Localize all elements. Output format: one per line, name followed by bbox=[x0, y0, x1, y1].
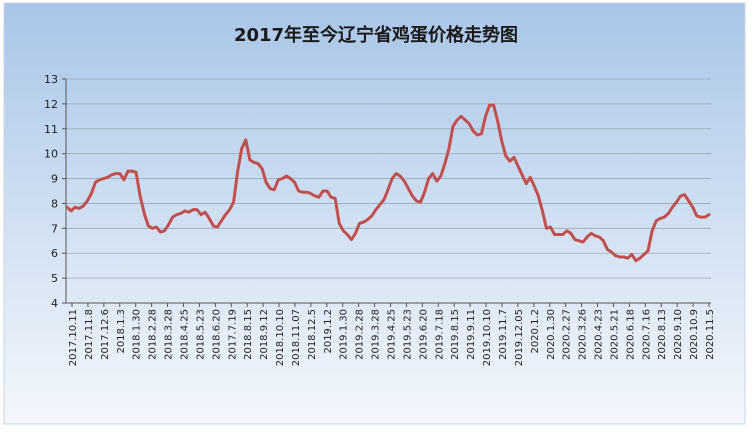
y-tick-label: 10 bbox=[44, 148, 58, 161]
x-tick-label: 2019.10.10 bbox=[482, 309, 493, 366]
y-tick-label: 11 bbox=[44, 123, 58, 136]
y-tick-label: 9 bbox=[51, 173, 58, 186]
x-tick-label: 2019.9.11 bbox=[466, 309, 477, 360]
x-tick-label: 2020.4.23 bbox=[594, 309, 605, 360]
x-tick-label: 2018.4.25 bbox=[179, 309, 190, 360]
x-tick-label: 2020.2.27 bbox=[562, 309, 573, 360]
x-tick-label: 2017.7.19 bbox=[227, 309, 238, 360]
x-tick-label: 2019.4.25 bbox=[387, 309, 398, 360]
x-tick-label: 2020.3.26 bbox=[578, 309, 589, 360]
series-line bbox=[65, 103, 711, 263]
x-tick-label: 2020.9.10 bbox=[673, 309, 684, 360]
x-tick-label: 2017.10.11 bbox=[68, 309, 79, 366]
x-tick-label: 2017.11.8 bbox=[84, 309, 95, 360]
x-tick-label: 2018.11.07 bbox=[291, 309, 302, 366]
x-tick-label: 2018.6.20 bbox=[211, 309, 222, 360]
x-tick-label: 2018.10.10 bbox=[275, 309, 286, 366]
x-tick-label: 2019.1.30 bbox=[339, 309, 350, 360]
chart-title: 2017年至今辽宁省鸡蛋价格走势图 bbox=[234, 24, 518, 46]
x-tick-label: 2020.7.16 bbox=[641, 309, 652, 360]
y-tick-label: 12 bbox=[44, 98, 58, 111]
x-tick-label: 2018.9.12 bbox=[259, 309, 270, 360]
x-tick-label: 2020.6.18 bbox=[625, 309, 636, 360]
y-tick-label: 5 bbox=[51, 272, 58, 285]
x-tick-label: 2018.1.30 bbox=[132, 309, 143, 360]
x-tick-label: 2019.7.18 bbox=[434, 309, 445, 360]
x-tick-label: 2019.6.20 bbox=[418, 309, 429, 360]
y-tick-label: 8 bbox=[51, 197, 58, 210]
x-tick-label: 2020.5.21 bbox=[609, 309, 620, 360]
y-tick-label: 6 bbox=[51, 247, 58, 260]
y-tick-label: 13 bbox=[44, 73, 58, 86]
x-tick-label: 2018.3.28 bbox=[164, 309, 175, 360]
x-tick-label: 2019.11.7 bbox=[498, 309, 509, 360]
x-tick-label: 2018.5.23 bbox=[195, 309, 206, 360]
x-tick-label: 2019.5.23 bbox=[402, 309, 413, 360]
x-tick-label: 2018.8.15 bbox=[243, 309, 254, 360]
x-tick-label: 2019.1.2 bbox=[323, 309, 334, 354]
x-axis: 2017.10.11 2017.11.8 2017.12.6 2018.1.3 2018… bbox=[66, 302, 716, 366]
x-tick-label: 2019.8.15 bbox=[450, 309, 461, 360]
x-tick-label: 2020.11.5 bbox=[705, 309, 716, 360]
x-tick-label: 2020.10.9 bbox=[689, 309, 700, 360]
y-axis: 4 5 6 7 8 9 10 11 12 13 bbox=[44, 73, 67, 310]
x-tick-label: 2019.3.28 bbox=[371, 309, 382, 360]
y-tick-label: 7 bbox=[51, 222, 58, 235]
x-tick-label: 2018.2.28 bbox=[148, 309, 159, 360]
x-tick-label: 2018.12.5 bbox=[307, 309, 318, 360]
x-tick-label: 2020.1.30 bbox=[546, 309, 557, 360]
x-tick-label: 2019.2.28 bbox=[355, 309, 366, 360]
x-tick-label: 2020.8.13 bbox=[657, 309, 668, 360]
x-tick-label: 2017.12.6 bbox=[100, 309, 111, 360]
y-tick-label: 4 bbox=[51, 297, 58, 310]
x-tick-label: 2019.12.05 bbox=[514, 309, 525, 366]
x-tick-label: 2020.1.2 bbox=[530, 309, 541, 354]
x-tick-label: 2018.1.3 bbox=[116, 309, 127, 354]
